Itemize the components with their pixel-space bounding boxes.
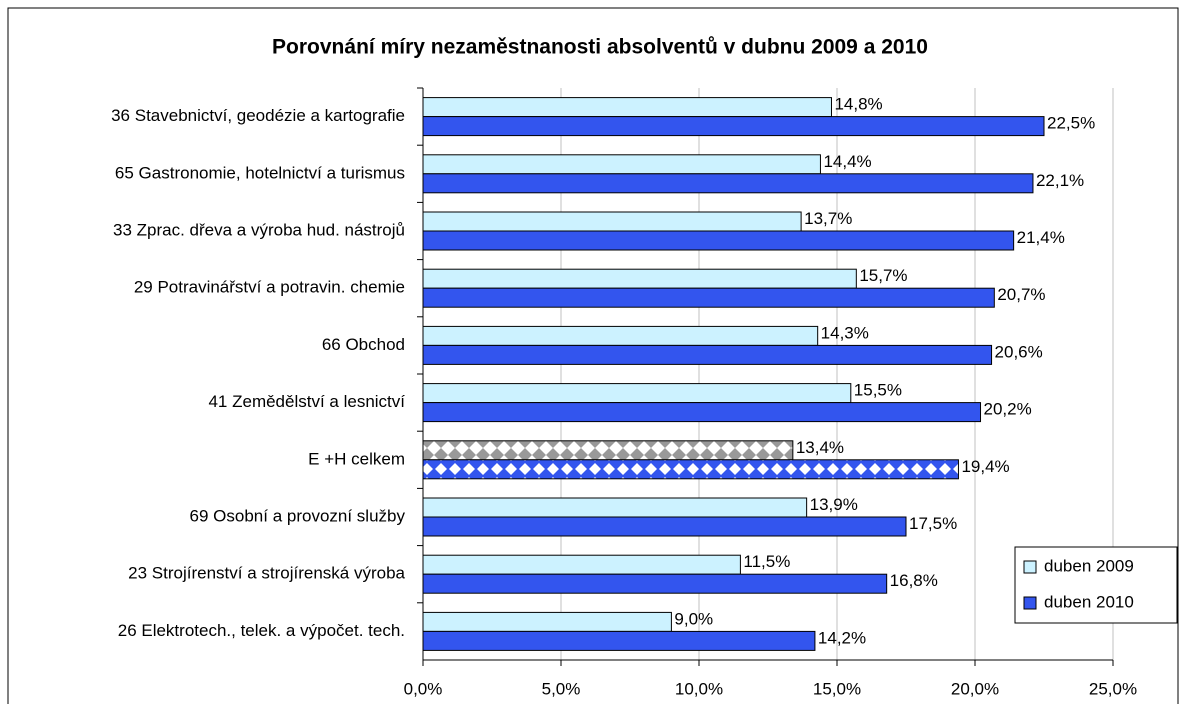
value-label: 20,7%: [997, 285, 1045, 304]
bar: [422, 516, 907, 537]
value-label: 14,4%: [823, 152, 871, 171]
bar: [422, 325, 819, 346]
value-label: 13,9%: [810, 495, 858, 514]
value-label: 11,5%: [743, 552, 790, 571]
x-tick-label: 5,0%: [542, 679, 581, 698]
legend-label: duben 2009: [1044, 556, 1134, 575]
bar: [422, 211, 802, 232]
value-label: 17,5%: [909, 514, 957, 533]
value-label: 19,4%: [961, 457, 1009, 476]
legend-swatch: [1023, 560, 1037, 574]
y-tick-label: 33 Zprac. dřeva a výroba hud. nástrojů: [113, 220, 405, 239]
value-label: 9,0%: [674, 609, 713, 628]
bar: [422, 383, 852, 404]
value-label: 15,5%: [854, 381, 902, 400]
bar: [422, 497, 808, 518]
chart-title: Porovnání míry nezaměstnanosti absolvent…: [272, 36, 928, 59]
y-tick-label: 65 Gastronomie, hotelnictví a turismus: [115, 163, 405, 182]
x-tick-label: 0,0%: [404, 679, 443, 698]
y-tick-label: E +H celkem: [308, 449, 405, 468]
bar: [422, 573, 888, 594]
value-label: 22,1%: [1036, 171, 1084, 190]
bar: [422, 268, 857, 289]
value-label: 15,7%: [859, 266, 907, 285]
bar: [422, 630, 816, 651]
x-tick-label: 10,0%: [675, 679, 723, 698]
legend-box: [1014, 546, 1178, 624]
value-label: 14,8%: [834, 95, 882, 114]
legend-swatch: [1023, 596, 1037, 610]
bar: [422, 611, 672, 632]
y-tick-label: 36 Stavebnictví, geodézie a kartografie: [111, 106, 405, 125]
y-tick-label: 23 Strojírenství a strojírenská výroba: [128, 564, 405, 583]
x-tick-label: 15,0%: [813, 679, 861, 698]
bar: [422, 173, 1034, 194]
bar: [422, 154, 821, 175]
x-tick-label: 20,0%: [951, 679, 999, 698]
value-label: 14,3%: [821, 323, 869, 342]
y-tick-label: 26 Elektrotech., telek. a výpočet. tech.: [118, 621, 405, 640]
value-label: 22,5%: [1047, 114, 1095, 133]
value-label: 14,2%: [818, 628, 866, 647]
value-label: 16,8%: [890, 571, 938, 590]
value-label: 21,4%: [1017, 228, 1065, 247]
bar: [422, 344, 993, 365]
bar: [422, 97, 832, 118]
x-tick-label: 25,0%: [1089, 679, 1137, 698]
bar: [422, 459, 959, 480]
bar: [422, 287, 995, 308]
y-tick-label: 69 Osobní a provozní služby: [190, 506, 406, 525]
bar: [422, 230, 1015, 251]
y-tick-label: 66 Obchod: [322, 335, 405, 354]
legend-label: duben 2010: [1044, 592, 1134, 611]
value-label: 20,6%: [995, 342, 1043, 361]
bar: [422, 402, 982, 423]
bar: [422, 116, 1045, 137]
bar: [422, 554, 741, 575]
value-label: 13,4%: [796, 438, 844, 457]
value-label: 20,2%: [984, 400, 1032, 419]
bar: [422, 440, 794, 461]
y-tick-label: 41 Zemědělství a lesnictví: [208, 392, 405, 411]
value-label: 13,7%: [804, 209, 852, 228]
y-tick-label: 29 Potravinářství a potravin. chemie: [134, 278, 405, 297]
